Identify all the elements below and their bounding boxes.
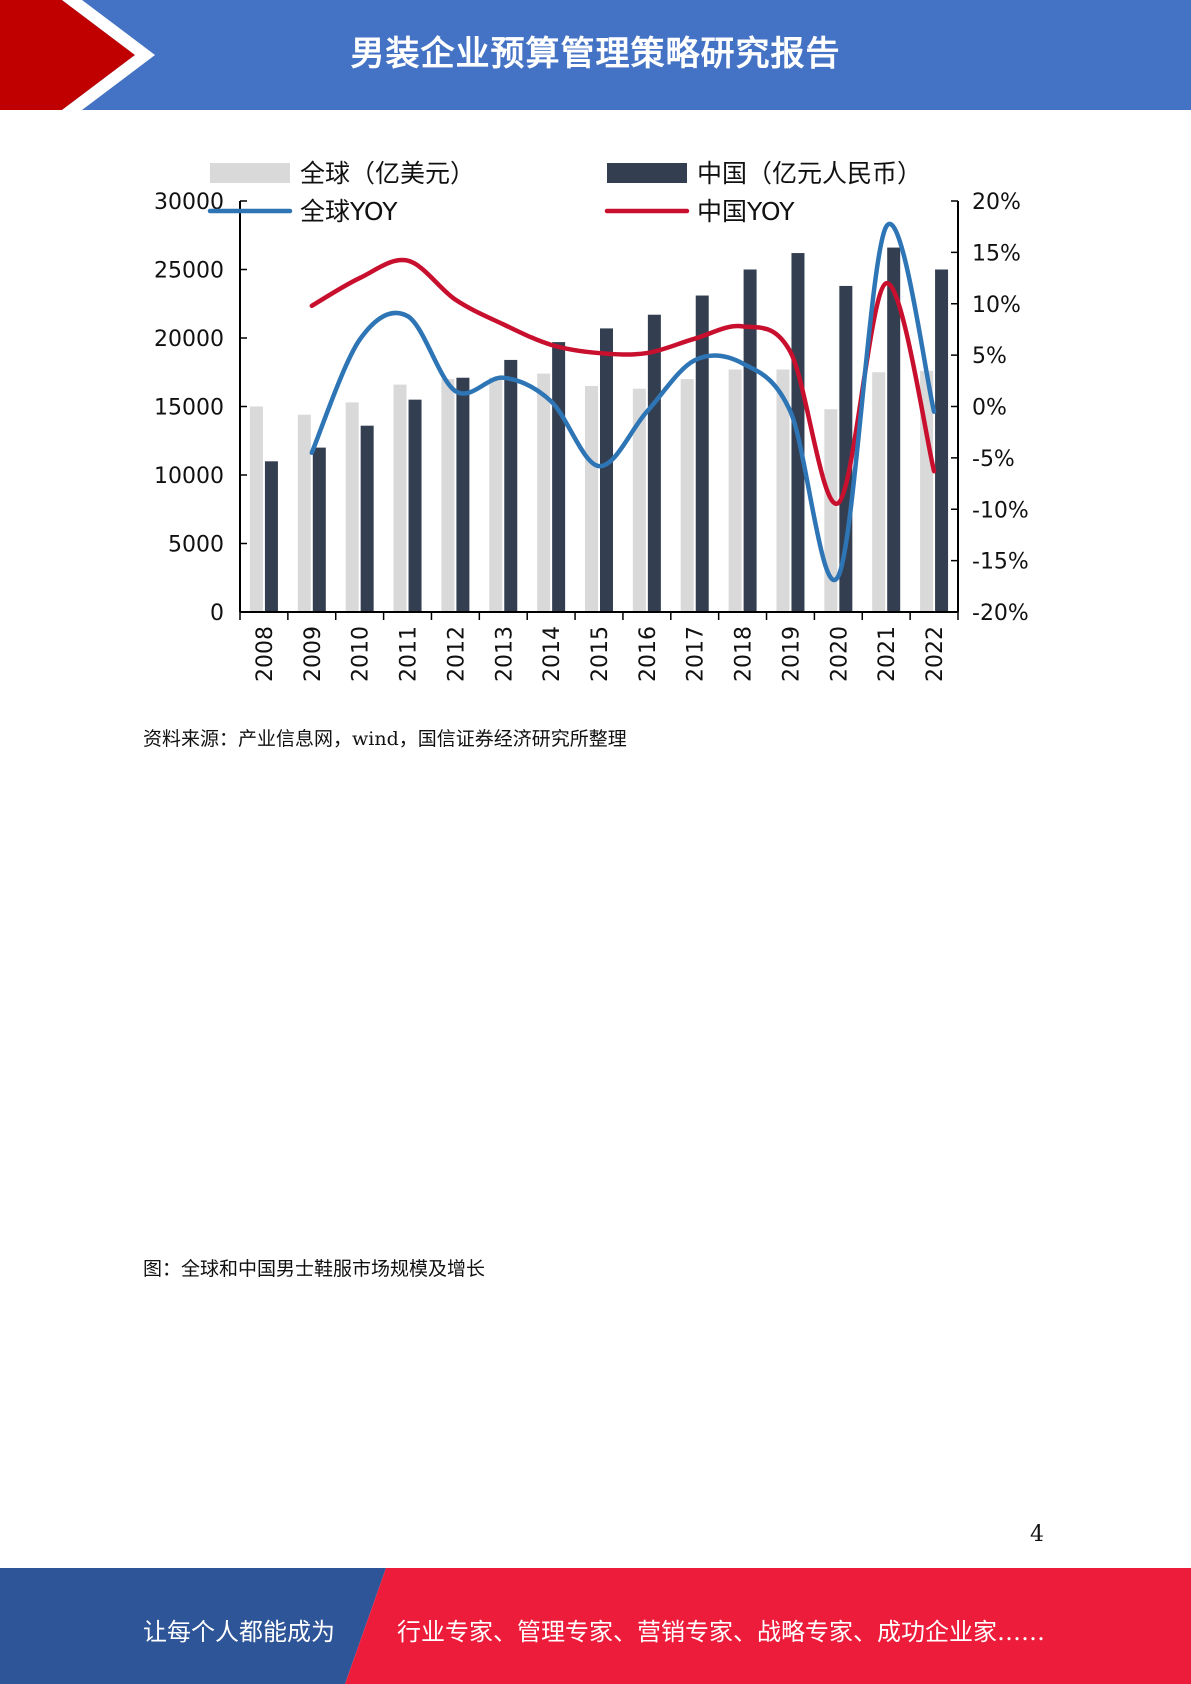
legend-label-2: 全球YOY (300, 197, 398, 226)
bar-global-2020 (824, 409, 838, 612)
bar-china-2015 (600, 328, 613, 612)
bar-global-2010 (345, 402, 359, 612)
x-tick-label: 2008 (253, 626, 278, 682)
bar-global-2019 (776, 369, 790, 612)
footer-banner: 让每个人都能成为 行业专家、管理专家、营销专家、战略专家、成功企业家…… (0, 1568, 1191, 1684)
bar-china-2012 (456, 377, 470, 612)
y-tick-left-label: 10000 (154, 464, 224, 489)
footer-background (0, 1568, 1191, 1684)
legend-swatch-0 (210, 163, 290, 183)
bar-global-2022 (920, 370, 934, 612)
y-tick-left-label: 15000 (154, 396, 224, 421)
legend-swatch-1 (607, 163, 687, 183)
bar-china-2013 (504, 359, 518, 612)
legend-label-1: 中国（亿元人民币） (697, 159, 922, 188)
bar-global-2009 (297, 414, 311, 612)
x-tick-label: 2016 (636, 626, 661, 682)
x-tick-label: 2012 (444, 626, 469, 682)
bar-global-2015 (585, 385, 598, 612)
bar-china-2009 (312, 447, 326, 612)
legend-label-3: 中国YOY (697, 197, 795, 226)
bar-china-2016 (647, 314, 661, 612)
bar-china-2018 (743, 269, 757, 612)
x-tick-label: 2020 (827, 626, 852, 682)
bar-china-2021 (887, 247, 901, 612)
bar-china-2014 (552, 342, 566, 612)
footer-left-panel (0, 1568, 386, 1684)
y-tick-left-label: 25000 (154, 259, 224, 284)
x-tick-label: 2017 (684, 626, 709, 682)
y-tick-right-label: 0% (972, 396, 1007, 421)
footer-slogan-right: 行业专家、管理专家、营销专家、战略专家、成功企业家…… (397, 1618, 1045, 1646)
x-tick-label: 2010 (349, 626, 374, 682)
y-tick-right-label: -5% (972, 447, 1015, 472)
x-tick-label: 2019 (779, 626, 804, 682)
header-arrow-decoration (0, 0, 155, 110)
page-number: 4 (1030, 1522, 1044, 1547)
line-global-yoy (309, 221, 937, 582)
x-tick-label: 2018 (732, 626, 757, 682)
x-tick-label: 2009 (301, 626, 326, 682)
page-header: 男装企业预算管理策略研究报告 (0, 0, 1191, 110)
bar-china-2017 (695, 295, 709, 612)
footer-slogan-left: 让每个人都能成为 (143, 1618, 335, 1646)
x-tick-label: 2011 (397, 626, 422, 682)
bar-global-2014 (537, 373, 551, 612)
bar-global-2016 (632, 388, 646, 612)
bar-global-2013 (489, 377, 503, 612)
y-tick-left-label: 0 (210, 601, 224, 626)
y-tick-right-label: 20% (972, 190, 1021, 215)
footer-right-panel (345, 1568, 1191, 1684)
header-arrow-red (0, 0, 135, 110)
market-size-chart: 050001000015000200002500030000-20%-15%-1… (154, 159, 1029, 682)
bar-china-2022 (935, 269, 949, 612)
y-tick-right-label: -15% (972, 550, 1029, 575)
bar-global-2008 (249, 406, 263, 612)
figure-caption: 图：全球和中国男士鞋服市场规模及增长 (143, 1258, 486, 1280)
legend-label-0: 全球（亿美元） (300, 159, 475, 188)
bar-global-2011 (393, 384, 407, 612)
header-arrow-white (62, 0, 155, 110)
header-title: 男装企业预算管理策略研究报告 (350, 34, 841, 74)
bar-global-2012 (441, 379, 455, 612)
bar-global-2017 (680, 379, 694, 612)
y-tick-left-label: 5000 (168, 533, 224, 558)
bar-china-2008 (264, 461, 278, 612)
y-tick-right-label: -10% (972, 498, 1029, 523)
x-tick-label: 2021 (875, 626, 900, 682)
y-tick-right-label: 5% (972, 344, 1007, 369)
y-tick-right-label: 10% (972, 293, 1021, 318)
bar-china-2011 (408, 399, 422, 612)
y-tick-right-label: 15% (972, 241, 1021, 266)
source-caption: 资料来源：产业信息网，wind，国信证券经济研究所整理 (143, 728, 627, 750)
y-tick-right-label: -20% (972, 601, 1029, 626)
y-tick-left-label: 20000 (154, 327, 224, 352)
bar-global-2018 (728, 369, 742, 612)
bar-global-2021 (872, 372, 886, 612)
x-tick-label: 2013 (492, 626, 517, 682)
bar-china-2010 (360, 425, 374, 612)
x-tick-label: 2015 (588, 626, 613, 682)
x-tick-label: 2014 (540, 626, 565, 682)
x-tick-label: 2022 (923, 626, 948, 682)
